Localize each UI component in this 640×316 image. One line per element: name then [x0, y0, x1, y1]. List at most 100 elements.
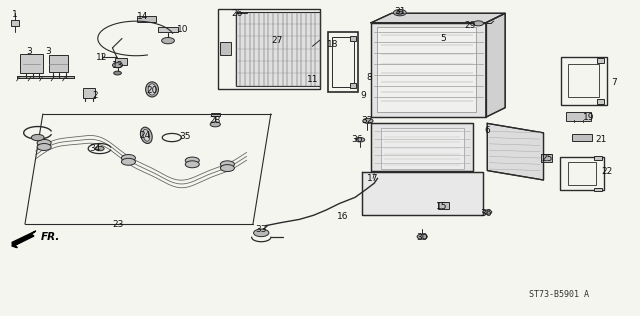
Bar — [20, 54, 42, 73]
Text: 14: 14 — [137, 12, 148, 21]
Polygon shape — [371, 13, 505, 23]
Bar — [350, 83, 356, 88]
Bar — [11, 20, 19, 27]
Text: 19: 19 — [582, 112, 594, 122]
Text: 6: 6 — [484, 126, 490, 135]
Bar — [137, 16, 156, 22]
Text: 35: 35 — [179, 132, 190, 141]
Circle shape — [253, 229, 269, 237]
Bar — [438, 202, 449, 209]
Text: 36: 36 — [351, 135, 363, 144]
Ellipse shape — [140, 127, 152, 143]
Text: 31: 31 — [394, 7, 406, 16]
Text: 3: 3 — [26, 46, 32, 56]
Circle shape — [185, 157, 199, 164]
Ellipse shape — [148, 84, 156, 95]
Bar — [596, 99, 604, 104]
Text: 3: 3 — [45, 46, 51, 56]
Ellipse shape — [146, 82, 159, 97]
Text: 25: 25 — [541, 154, 552, 163]
Polygon shape — [371, 123, 473, 171]
Text: ST73-B5901 A: ST73-B5901 A — [529, 290, 589, 299]
Bar — [594, 156, 602, 160]
Circle shape — [95, 146, 104, 151]
Bar — [83, 88, 95, 98]
Circle shape — [122, 155, 136, 161]
Text: 11: 11 — [307, 76, 318, 84]
Circle shape — [394, 9, 406, 16]
Text: 15: 15 — [436, 202, 447, 211]
Text: 24: 24 — [140, 131, 150, 141]
Bar — [218, 9, 320, 89]
Polygon shape — [486, 13, 505, 117]
Text: 27: 27 — [271, 35, 282, 45]
Text: 7: 7 — [611, 78, 616, 87]
Circle shape — [114, 71, 122, 75]
Bar — [568, 162, 596, 185]
Circle shape — [185, 161, 199, 168]
Bar — [332, 37, 354, 88]
Circle shape — [37, 139, 51, 146]
Polygon shape — [12, 231, 36, 248]
Circle shape — [31, 134, 44, 141]
Circle shape — [162, 38, 174, 44]
Text: 32: 32 — [362, 116, 373, 125]
Text: 33: 33 — [255, 225, 266, 234]
Bar — [381, 128, 464, 169]
Text: 23: 23 — [112, 220, 124, 228]
Bar — [561, 57, 607, 105]
Text: 13: 13 — [112, 61, 124, 70]
Circle shape — [37, 143, 51, 150]
Bar — [115, 58, 127, 64]
Bar — [49, 55, 68, 72]
Bar — [560, 157, 604, 190]
Bar — [328, 32, 358, 92]
Bar — [236, 12, 320, 86]
Polygon shape — [362, 172, 483, 215]
Bar — [566, 112, 591, 121]
Text: 1: 1 — [12, 10, 18, 19]
Circle shape — [113, 63, 123, 68]
Text: 29: 29 — [465, 21, 476, 30]
Bar — [594, 188, 602, 191]
Circle shape — [397, 11, 403, 14]
Text: 17: 17 — [367, 174, 378, 183]
Bar — [158, 27, 178, 33]
Text: 8: 8 — [366, 73, 372, 82]
Bar — [596, 58, 604, 63]
Circle shape — [220, 165, 234, 172]
Bar — [378, 27, 476, 112]
Circle shape — [356, 137, 365, 142]
Text: 10: 10 — [177, 25, 188, 33]
Text: FR.: FR. — [40, 232, 60, 242]
Text: 12: 12 — [96, 53, 108, 62]
Text: 36: 36 — [480, 209, 492, 217]
Bar — [211, 113, 220, 117]
Text: 16: 16 — [337, 212, 348, 221]
Circle shape — [473, 21, 483, 26]
Text: 20: 20 — [147, 86, 157, 95]
Circle shape — [417, 234, 428, 239]
Ellipse shape — [143, 129, 150, 141]
Bar — [541, 154, 552, 162]
Text: 5: 5 — [440, 34, 446, 43]
Circle shape — [220, 161, 234, 168]
Text: 30: 30 — [417, 233, 428, 242]
Circle shape — [483, 210, 492, 214]
Circle shape — [363, 118, 373, 123]
Text: 26: 26 — [231, 9, 243, 18]
Bar — [572, 134, 592, 141]
Circle shape — [122, 158, 136, 165]
Text: 28: 28 — [209, 116, 221, 125]
Text: 21: 21 — [595, 135, 607, 144]
Bar — [350, 36, 356, 41]
Text: 18: 18 — [327, 40, 339, 49]
Text: 34: 34 — [90, 144, 101, 153]
Text: 2: 2 — [92, 91, 98, 100]
Text: 9: 9 — [360, 91, 366, 100]
Polygon shape — [371, 23, 486, 117]
Polygon shape — [487, 123, 543, 180]
Circle shape — [210, 122, 220, 127]
Bar — [220, 42, 230, 55]
Bar — [568, 64, 599, 97]
